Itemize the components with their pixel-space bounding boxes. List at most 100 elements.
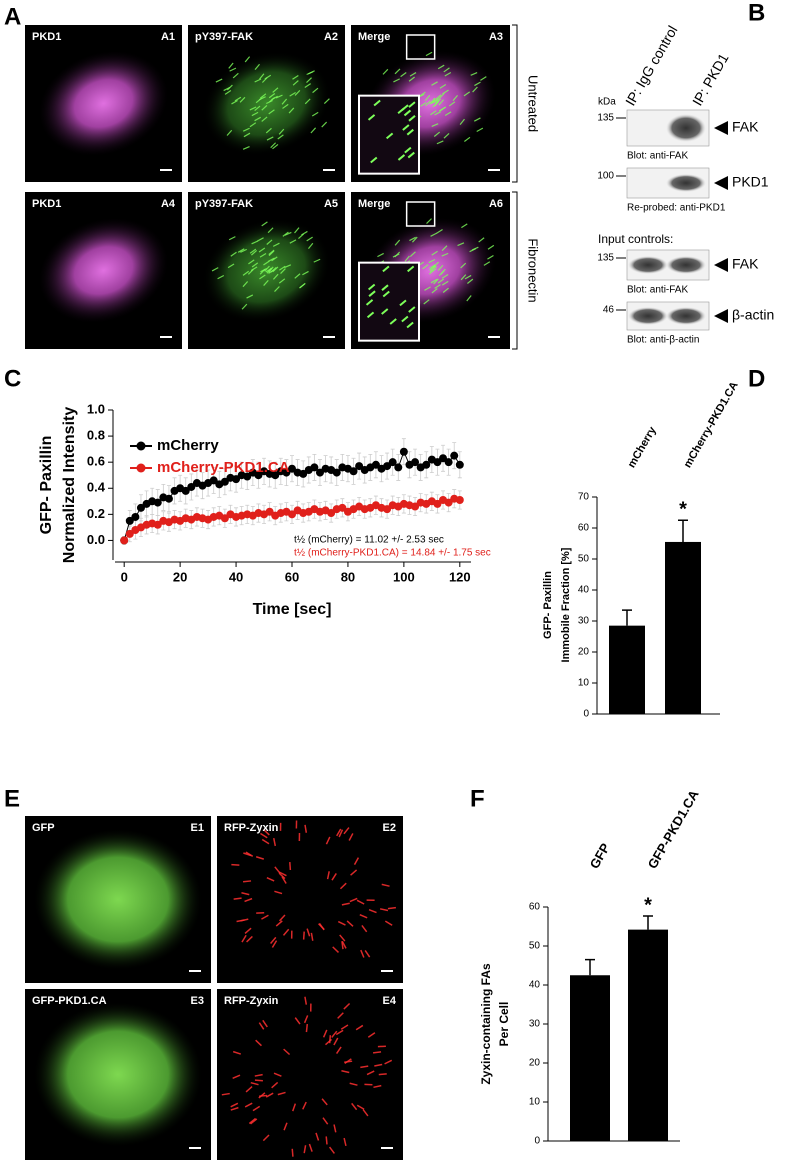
adhesion [221, 1092, 230, 1096]
data-point [444, 498, 453, 507]
adhesion [463, 91, 471, 97]
image-label: RFP-Zyxin [224, 995, 279, 1007]
micrograph: pY397-FAK A2 [188, 25, 345, 182]
mw-marker: 46 [603, 305, 615, 316]
adhesion [400, 72, 407, 78]
adhesion [379, 908, 389, 912]
adhesion [403, 109, 412, 117]
band [628, 256, 668, 274]
adhesion [368, 908, 377, 914]
adhesion [305, 1023, 309, 1033]
adhesion [302, 931, 305, 940]
adhesion [292, 74, 299, 80]
band-label: PKD1 [732, 174, 769, 190]
y-tick-label: 50 [578, 554, 590, 565]
adhesion [399, 299, 407, 307]
adhesion [306, 928, 311, 937]
adhesion [255, 856, 265, 860]
category-label: GFP [587, 840, 614, 871]
adhesion [351, 1102, 358, 1111]
adhesion [249, 106, 257, 111]
data-point [332, 468, 341, 477]
adhesion [263, 260, 270, 266]
x-tick-label: 120 [449, 569, 471, 584]
image-label: RFP-Zyxin [224, 822, 279, 834]
adhesion [254, 116, 261, 122]
adhesion [272, 143, 279, 150]
adhesion [294, 227, 300, 234]
data-point [394, 463, 403, 472]
data-point [450, 451, 459, 460]
data-point [455, 496, 464, 504]
adhesion [324, 1038, 333, 1046]
adhesion [360, 1065, 369, 1069]
adhesion [341, 1070, 350, 1074]
adhesion [303, 1145, 307, 1154]
data-point [349, 467, 358, 476]
adhesion [274, 286, 280, 292]
category-label: GFP-PKD1.CA [645, 787, 702, 871]
adhesion [429, 268, 437, 273]
adhesion [355, 1024, 364, 1031]
adhesion [261, 221, 268, 227]
image-id: A1 [161, 31, 175, 43]
adhesion [251, 250, 258, 256]
inset [358, 261, 420, 342]
image-id: A6 [489, 198, 503, 210]
data-point [164, 494, 173, 503]
adhesion [426, 218, 432, 224]
image-bg [217, 816, 403, 983]
adhesion [325, 1136, 328, 1145]
adhesion [278, 914, 286, 922]
arrowhead [714, 176, 728, 190]
adhesion [261, 838, 270, 845]
adhesion [473, 117, 481, 122]
adhesion [437, 278, 445, 284]
y-axis-label: Per Cell [497, 1002, 511, 1047]
adhesion [272, 273, 279, 280]
adhesion [242, 127, 250, 132]
adhesion [217, 274, 225, 280]
adhesion [301, 230, 308, 236]
adhesion [322, 1029, 328, 1038]
adhesion [483, 261, 491, 266]
adhesion [434, 98, 442, 104]
adhesion [272, 87, 279, 93]
adhesion [408, 115, 416, 122]
adhesion [408, 101, 416, 108]
adhesion [381, 284, 389, 291]
adhesion [344, 1060, 353, 1063]
adhesion [278, 278, 286, 284]
adhesion [260, 93, 267, 99]
y-axis-label: GFP- Paxillin [542, 571, 554, 639]
y-tick-label: 0.8 [87, 428, 105, 443]
adhesion [294, 1017, 301, 1025]
adhesion [248, 259, 255, 265]
data-point [439, 454, 448, 463]
blot-caption: Blot: anti-FAK [627, 285, 688, 296]
data-point [411, 458, 420, 467]
adhesion [263, 279, 269, 286]
adhesion [340, 1024, 349, 1030]
adhesion [282, 928, 290, 936]
adhesion [264, 265, 270, 272]
y-tick-label: 1.0 [87, 401, 105, 416]
adhesion [381, 883, 390, 887]
micrograph: PKD1 A1 [25, 25, 182, 182]
adhesion [250, 1118, 258, 1125]
adhesion [227, 263, 235, 269]
zoom-box [405, 201, 436, 227]
adhesion [267, 227, 274, 234]
adhesion [266, 99, 273, 105]
adhesion [315, 1132, 320, 1141]
adhesion [438, 99, 444, 106]
data-point [220, 514, 229, 523]
adhesion [461, 223, 468, 229]
adhesion [457, 242, 465, 247]
adhesion [322, 1117, 329, 1125]
adhesion [304, 824, 308, 833]
data-point [315, 468, 324, 477]
y-tick-label: 60 [529, 902, 541, 913]
adhesion [245, 1086, 253, 1093]
adhesion [307, 242, 314, 250]
